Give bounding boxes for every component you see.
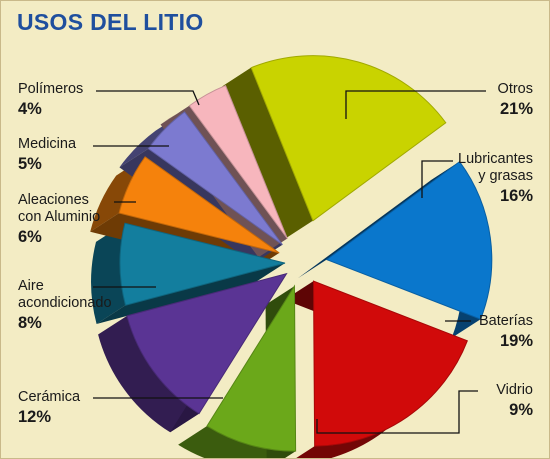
pie-slice-polimeros bbox=[188, 84, 288, 239]
leader-polimeros bbox=[96, 90, 200, 106]
label-lubricantes-name1: Lubricantes bbox=[458, 151, 533, 167]
label-polimeros: Polímeros 4% bbox=[18, 81, 83, 120]
label-polimeros-name: Polímeros bbox=[18, 81, 84, 97]
pie-slice-lubricantes-y-grasas bbox=[325, 160, 493, 320]
label-medicina: Medicina 5% bbox=[18, 136, 76, 175]
pie-edge-lubricantes-y-grasas bbox=[297, 161, 460, 279]
label-baterias: Baterías 19% bbox=[479, 313, 533, 352]
leader-lines bbox=[93, 90, 486, 434]
label-aleaciones: Aleaciones con Aluminio 6% bbox=[18, 192, 100, 248]
label-lubricantes-name2: y grasas bbox=[478, 168, 533, 184]
label-aleaciones-name1: Aleaciones bbox=[18, 192, 89, 208]
pie-side-vidrio bbox=[178, 426, 296, 458]
pie-slice-aire-acondicionado bbox=[119, 222, 286, 306]
pie-side-ceramica bbox=[98, 315, 200, 433]
label-vidrio: Vidrio 9% bbox=[496, 382, 533, 421]
label-medicina-pct: 5% bbox=[18, 155, 42, 173]
label-ceramica: Cerámica 12% bbox=[18, 389, 80, 428]
label-aire-pct: 8% bbox=[18, 314, 42, 332]
label-polimeros-pct: 4% bbox=[18, 100, 42, 118]
label-ceramica-pct: 12% bbox=[18, 408, 52, 426]
pie-slice-otros bbox=[250, 55, 447, 222]
label-medicina-name: Medicina bbox=[18, 136, 77, 152]
leader-otros bbox=[345, 90, 486, 119]
label-aleaciones-name2: con Aluminio bbox=[18, 209, 101, 225]
chart-title: USOS DEL LITIO bbox=[17, 9, 204, 35]
pie-slice-aleaciones-con-aluminio bbox=[118, 156, 280, 254]
pie-slice-ceramica bbox=[126, 272, 288, 415]
pie-edge-aire-acondicionado bbox=[96, 263, 286, 324]
label-otros-pct: 21% bbox=[499, 100, 533, 118]
label-vidrio-pct: 9% bbox=[509, 401, 533, 419]
label-lubricantes-pct: 16% bbox=[499, 187, 533, 205]
label-aire: Aire acondicionado 8% bbox=[18, 278, 112, 334]
pie-side-aire-acondicionado bbox=[91, 223, 126, 324]
label-baterias-name: Baterías bbox=[479, 313, 533, 329]
label-vidrio-name: Vidrio bbox=[496, 382, 533, 398]
label-otros-name: Otros bbox=[497, 81, 533, 97]
pie-slice-baterias bbox=[312, 280, 468, 447]
label-aire-name2: acondicionado bbox=[18, 295, 112, 311]
label-otros: Otros 21% bbox=[498, 81, 533, 120]
label-aleaciones-pct: 6% bbox=[18, 228, 42, 246]
pie-side-medicina bbox=[119, 111, 185, 168]
label-ceramica-name: Cerámica bbox=[18, 389, 81, 405]
pie-slice-vidrio bbox=[206, 284, 297, 452]
pie-slice-medicina bbox=[147, 111, 283, 246]
label-lubricantes: Lubricantes y grasas 16% bbox=[458, 151, 533, 207]
leader-vidrio bbox=[316, 390, 478, 434]
leader-lubricantes bbox=[421, 160, 453, 198]
label-aire-name1: Aire bbox=[18, 278, 44, 294]
pie-edge-otros bbox=[222, 67, 313, 240]
pie-tops bbox=[118, 55, 493, 452]
label-baterias-pct: 19% bbox=[499, 332, 533, 350]
